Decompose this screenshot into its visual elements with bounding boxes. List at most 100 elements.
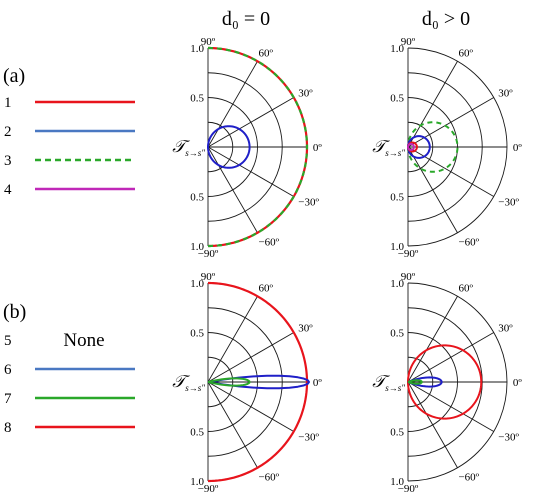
grid-spoke	[407, 146, 458, 233]
angle-tick-label: 30º	[498, 323, 513, 335]
radius-tick-label: 1.0	[190, 278, 204, 290]
radius-tick-label: 0.5	[390, 93, 404, 105]
radius-tick-label: 0.5	[190, 93, 204, 105]
grid-spoke	[407, 97, 494, 148]
series-curve-1	[407, 344, 483, 420]
grid-spoke	[407, 381, 458, 468]
column-title-d0-zero: d₀ = 0	[222, 8, 270, 30]
angle-tick-label: −90º	[198, 248, 219, 260]
radial-quantity-label: 𝒯s→s″	[372, 372, 405, 393]
angle-tick-label: 90º	[201, 271, 216, 283]
legend-a-number-3: 3	[4, 153, 12, 169]
angle-tick-label: 60º	[258, 48, 273, 60]
angle-tick-label: 0º	[313, 377, 323, 389]
legend-a-number-4: 4	[4, 182, 12, 198]
angle-tick-label: −90º	[198, 483, 219, 495]
angle-tick-label: −30º	[298, 431, 319, 443]
radius-tick-label: 0.5	[390, 427, 404, 439]
grid-spoke	[207, 296, 258, 383]
column-title-d0-positive: d₀ > 0	[422, 8, 470, 30]
legend-a-number-2: 2	[4, 124, 12, 140]
polar-grid	[407, 47, 508, 247]
angle-tick-label: −60º	[258, 236, 279, 248]
angle-tick-label: 90º	[401, 271, 416, 283]
angle-tick-label: −60º	[458, 471, 479, 483]
radius-tick-label: 0.5	[190, 192, 204, 204]
grid-spoke	[207, 61, 258, 148]
angle-tick-label: 60º	[458, 283, 473, 295]
angle-tick-label: 60º	[458, 48, 473, 60]
angle-tick-label: 90º	[201, 36, 216, 48]
legend-b-number-6: 6	[4, 362, 12, 378]
series-curve-3	[207, 125, 251, 169]
radial-quantity-label: 𝒯s→s″	[172, 372, 205, 393]
grid-spoke	[207, 381, 294, 432]
series-curve-3	[207, 377, 251, 387]
angle-tick-label: 0º	[513, 377, 523, 389]
series-curve-2	[207, 374, 310, 390]
legend-b-number-5: 5	[4, 333, 12, 349]
grid-spoke	[207, 146, 258, 233]
radius-tick-label: 1.0	[390, 241, 404, 253]
angle-tick-label: 0º	[513, 142, 523, 154]
grid-spoke	[407, 332, 494, 383]
radius-tick-label: 1.0	[390, 476, 404, 488]
series-curve-2	[407, 376, 443, 388]
grid-spoke	[207, 97, 294, 148]
grid-spoke	[407, 61, 458, 148]
radius-tick-label: 1.0	[190, 43, 204, 55]
legend-b-number-7: 7	[4, 391, 12, 407]
angle-tick-label: −60º	[258, 471, 279, 483]
polar-plots: 90º60º30º0º−30º−60º−90º1.00.50.51.0𝒯s→s″…	[172, 36, 522, 495]
radius-tick-label: 0.5	[190, 427, 204, 439]
legend-b-none-text: None	[63, 330, 104, 351]
grid-spoke	[207, 332, 294, 383]
radius-tick-label: 1.0	[190, 476, 204, 488]
polar-grid	[207, 47, 308, 247]
radius-tick-label: 0.5	[390, 192, 404, 204]
grid-spoke	[407, 146, 494, 197]
radial-quantity-label: 𝒯s→s″	[172, 137, 205, 158]
grid-spoke	[407, 296, 458, 383]
series-curve-4	[407, 143, 415, 151]
grid-spoke	[207, 146, 294, 197]
series-curve-2	[407, 135, 431, 159]
angle-tick-label: 90º	[401, 36, 416, 48]
polar-grid	[207, 282, 308, 482]
series-curve-2	[207, 46, 309, 248]
grid-spoke	[207, 381, 258, 468]
angle-tick-label: −30º	[498, 196, 519, 208]
angle-tick-label: 60º	[258, 283, 273, 295]
radius-tick-label: 1.0	[390, 278, 404, 290]
series-curve-3	[407, 379, 423, 385]
grid-spoke	[407, 381, 494, 432]
angle-tick-label: −60º	[458, 236, 479, 248]
panel-label-a: (a)	[3, 65, 25, 87]
angle-tick-label: −90º	[398, 483, 419, 495]
angle-tick-label: 30º	[298, 88, 313, 100]
radius-tick-label: 0.5	[390, 328, 404, 340]
panel-label-b: (b)	[3, 301, 26, 323]
legend-a: 1 2 3 4	[4, 95, 135, 198]
radial-quantity-label: 𝒯s→s″	[372, 137, 405, 158]
legend-a-number-1: 1	[4, 95, 12, 111]
angle-tick-label: −30º	[298, 196, 319, 208]
angle-tick-label: −90º	[398, 248, 419, 260]
radius-tick-label: 1.0	[190, 241, 204, 253]
radius-tick-label: 0.5	[190, 328, 204, 340]
legend-b: 5 None 6 7 8	[4, 330, 135, 436]
legend-b-number-8: 8	[4, 420, 12, 436]
series-curve-1	[407, 121, 459, 173]
angle-tick-label: 30º	[298, 323, 313, 335]
series-curve-1	[207, 281, 309, 483]
angle-tick-label: 0º	[313, 142, 323, 154]
angle-tick-label: 30º	[498, 88, 513, 100]
polar-grid	[407, 282, 508, 482]
radius-tick-label: 1.0	[390, 43, 404, 55]
angle-tick-label: −30º	[498, 431, 519, 443]
